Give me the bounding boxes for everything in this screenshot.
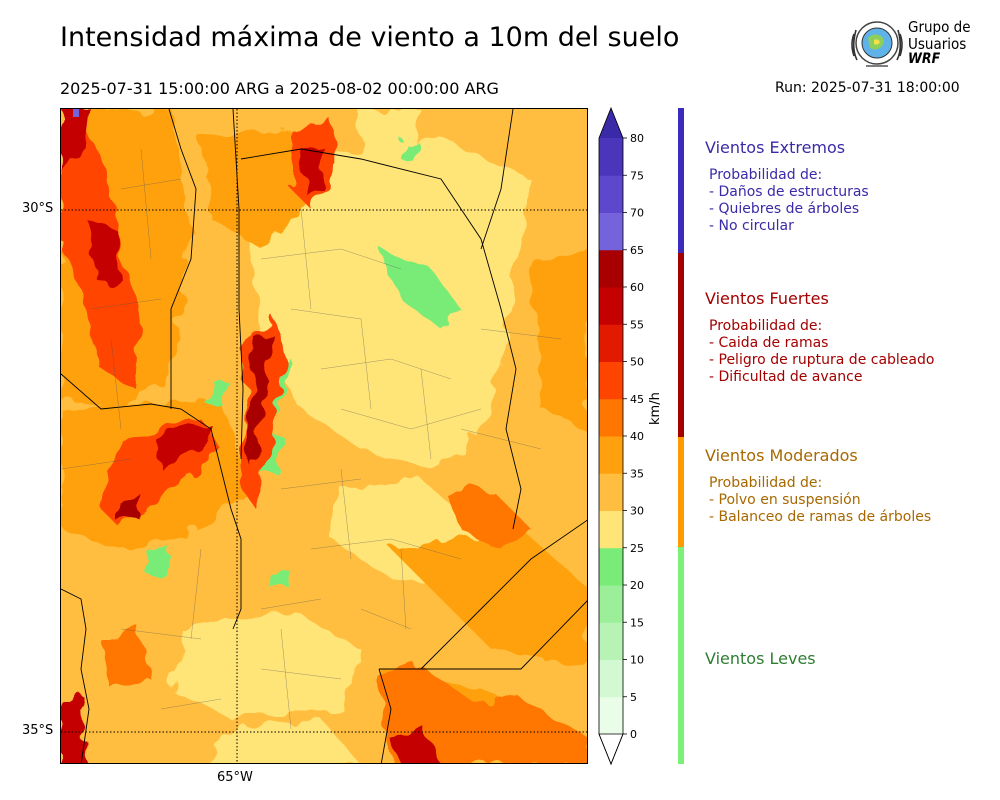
colorbar-ticks: 0 5 10 15 20 25 30 35 40 45 50 55 60 65 70 75 80	[623, 132, 644, 741]
colorbar-tick-label: 10	[630, 654, 644, 667]
category-item: - No circular	[709, 218, 794, 234]
colorbar-tick-label: 50	[630, 356, 644, 369]
colorbar-under-triangle	[598, 733, 624, 766]
colorbar-swatch	[599, 659, 623, 698]
colorbar-tick-label: 25	[630, 542, 644, 555]
colorbar-tick-label: 45	[630, 393, 644, 406]
category-item: - Caida de ramas	[709, 335, 829, 351]
colorbar-swatch	[599, 287, 623, 325]
colorbar-tick-label: 55	[630, 318, 644, 331]
category-description: Probabilidad de: - Polvo en suspensión -…	[705, 475, 931, 526]
lon-label-65w: 65°W	[217, 770, 253, 785]
category-title: Vientos Leves	[705, 649, 816, 668]
category-title: Vientos Moderados	[705, 446, 858, 465]
category-description: Probabilidad de: - Caida de ramas - Peli…	[705, 318, 934, 386]
colorbar-tick-label: 35	[630, 467, 644, 480]
colorbar-swatch	[599, 547, 623, 586]
run-time: Run: 2025-07-31 18:00:00	[775, 80, 960, 96]
colorbar-tick-label: 80	[630, 132, 644, 145]
colorbar-swatch	[599, 212, 623, 251]
colorbar-tick-label: 20	[630, 579, 644, 592]
category-title: Vientos Extremos	[705, 138, 846, 157]
category-bar-strong	[678, 253, 684, 437]
category-description: Probabilidad de: - Daños de estructuras …	[705, 167, 869, 235]
category-item: - Dificultad de avance	[709, 369, 863, 385]
wind-colorbar: 0 5 10 15 20 25 30 35 40 45 50 55 60 65 70 75 80	[598, 106, 644, 766]
lat-label-35s: 35°S	[22, 723, 54, 738]
colorbar-swatch	[599, 398, 623, 437]
colorbar-swatch	[599, 249, 623, 288]
colorbar-units: km/h	[648, 392, 663, 425]
category-intro: Probabilidad de:	[709, 475, 823, 491]
wind-map	[60, 108, 588, 764]
colorbar-swatch	[599, 696, 623, 735]
colorbar-swatch	[599, 138, 623, 176]
colorbar-tick-label: 60	[630, 281, 644, 294]
category-intro: Probabilidad de:	[709, 318, 823, 334]
colorbar-tick-label: 0	[630, 728, 637, 741]
forecast-period: 2025-07-31 15:00:00 ARG a 2025-08-02 00:…	[60, 79, 499, 98]
category-item: - Balanceo de ramas de árboles	[709, 509, 932, 525]
category-moderate: Vientos Moderados Probabilidad de: - Pol…	[705, 446, 931, 526]
colorbar-tick-label: 40	[630, 430, 644, 443]
globe-logo-icon	[851, 21, 903, 67]
colorbar-tick-label: 70	[630, 207, 644, 220]
colorbar-swatches	[598, 106, 624, 766]
category-title: Vientos Fuertes	[705, 289, 829, 308]
wind-field-svg	[61, 109, 587, 763]
colorbar-swatch	[599, 324, 623, 362]
colorbar-swatch	[599, 622, 623, 660]
colorbar-over-triangle	[599, 108, 623, 138]
colorbar-swatch	[599, 361, 623, 400]
category-strong: Vientos Fuertes Probabilidad de: - Caida…	[705, 289, 934, 386]
logo-text-line1: Grupo de	[908, 18, 971, 36]
colorbar-tick-label: 65	[630, 244, 644, 257]
category-intro: Probabilidad de:	[709, 167, 823, 183]
colorbar-tick-label: 15	[630, 616, 644, 629]
category-item: - Polvo en suspensión	[709, 492, 861, 508]
wrf-logo: Grupo de Usuarios WRF	[848, 16, 973, 72]
category-item: - Quiebres de árboles	[709, 201, 860, 217]
colorbar-tick-label: 30	[630, 505, 644, 518]
category-item: - Daños de estructuras	[709, 184, 869, 200]
colorbar-swatch	[599, 510, 623, 549]
logo-text-line3: WRF	[908, 51, 941, 67]
colorbar-swatch	[599, 436, 623, 474]
category-extreme: Vientos Extremos Probabilidad de: - Daño…	[705, 138, 869, 235]
colorbar-tick-label: 5	[630, 691, 637, 704]
lat-label-30s: 30°S	[22, 201, 54, 216]
colorbar-swatch	[599, 585, 623, 623]
logo-text-line2: Usuarios	[908, 35, 967, 53]
category-bar-light	[678, 547, 684, 764]
colorbar-swatch	[599, 175, 623, 213]
category-item: - Peligro de ruptura de cableado	[709, 352, 935, 368]
colorbar-swatch	[599, 473, 623, 511]
category-light: Vientos Leves	[705, 649, 816, 668]
category-bar-moderate	[678, 437, 684, 547]
colorbar-tick-label: 75	[630, 169, 644, 182]
map-title: Intensidad máxima de viento a 10m del su…	[60, 22, 680, 53]
category-bar-extreme	[678, 108, 684, 253]
